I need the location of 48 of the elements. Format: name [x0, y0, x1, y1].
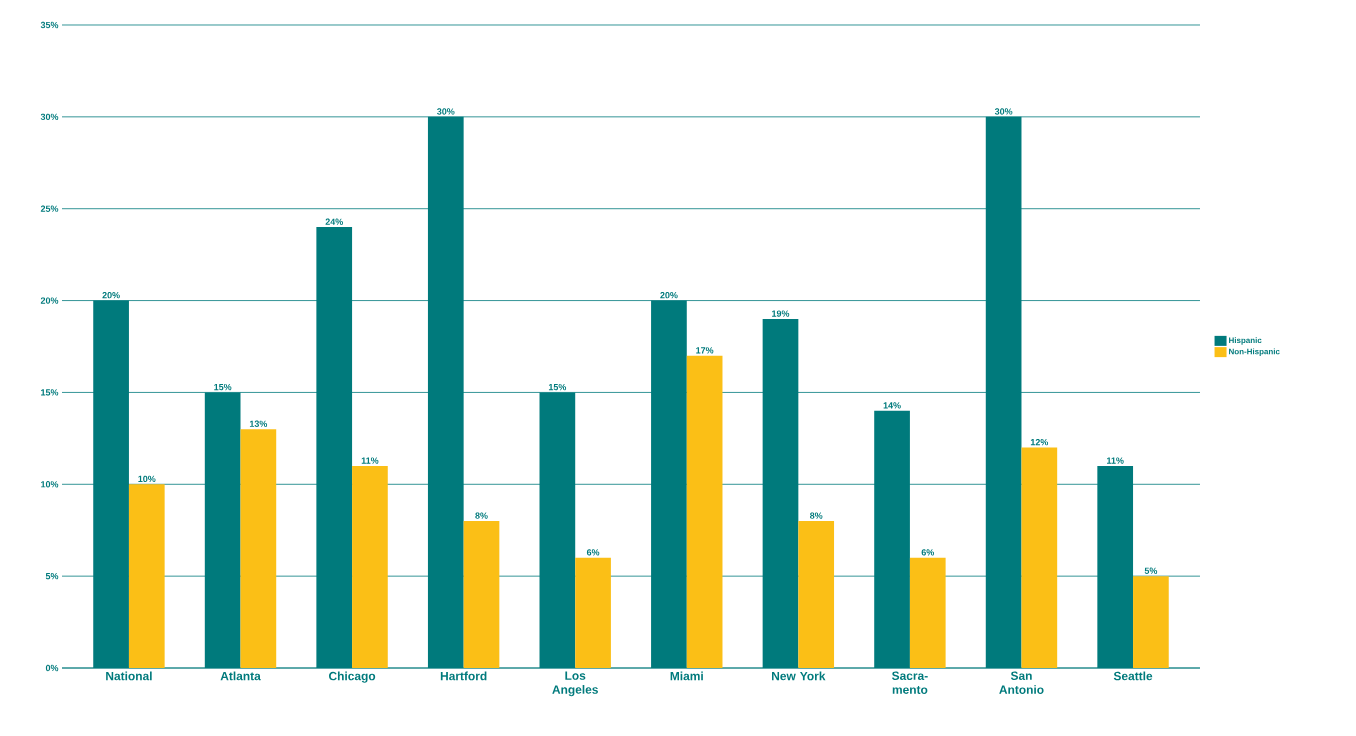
data-label: 11% — [361, 457, 379, 464]
bar — [575, 557, 611, 668]
data-label: 6% — [586, 549, 600, 556]
bar — [909, 557, 946, 668]
bar — [1021, 447, 1058, 668]
x-tick-label: Chicago — [328, 671, 376, 683]
data-label: 20% — [102, 292, 120, 299]
bar — [240, 429, 277, 668]
y-tick-label: 10% — [41, 481, 59, 488]
x-tick-label: Sacra-mento — [891, 671, 928, 694]
x-tick-label: Miami — [670, 671, 703, 681]
data-label: 8% — [810, 512, 823, 519]
data-label: 15% — [214, 383, 232, 391]
data-label: 8% — [475, 512, 488, 519]
data-label: 17% — [696, 347, 714, 354]
y-tick-label: 35% — [40, 21, 59, 29]
data-label: 30% — [437, 108, 455, 115]
bar — [128, 484, 165, 668]
data-label: 12% — [1030, 439, 1049, 446]
x-tick-label: Los Angeles — [552, 671, 598, 697]
data-label: 11% — [1107, 457, 1124, 464]
y-tick-label: 30% — [40, 113, 59, 121]
data-label: 10% — [138, 475, 156, 483]
data-label: 20% — [660, 292, 678, 299]
x-tick-label: New York — [772, 671, 826, 681]
y-tick-label: 25% — [40, 205, 59, 212]
data-label: 24% — [325, 218, 343, 225]
data-label: 14% — [883, 402, 901, 409]
x-tick-label: Seattle — [1113, 671, 1153, 681]
x-tick-label: National — [106, 671, 152, 681]
y-tick-label: 5% — [45, 572, 59, 580]
data-label: 13% — [249, 420, 268, 427]
y-tick-label: 20% — [40, 297, 59, 304]
y-tick-label: 15% — [41, 389, 59, 396]
x-tick-label: San Antonio — [999, 671, 1044, 694]
y-tick-label: 0% — [45, 664, 59, 672]
bar — [352, 465, 388, 668]
bar — [1133, 576, 1169, 668]
bar — [798, 521, 835, 668]
data-label: 5% — [1144, 567, 1158, 574]
x-tick-label: Hartford — [440, 671, 487, 681]
bar — [463, 521, 500, 668]
bar — [686, 355, 723, 668]
x-tick-label: Atlanta — [220, 671, 261, 681]
data-label: 6% — [921, 549, 934, 556]
data-label: 15% — [548, 383, 567, 391]
data-label: 30% — [994, 108, 1013, 115]
data-label: 19% — [772, 310, 790, 317]
